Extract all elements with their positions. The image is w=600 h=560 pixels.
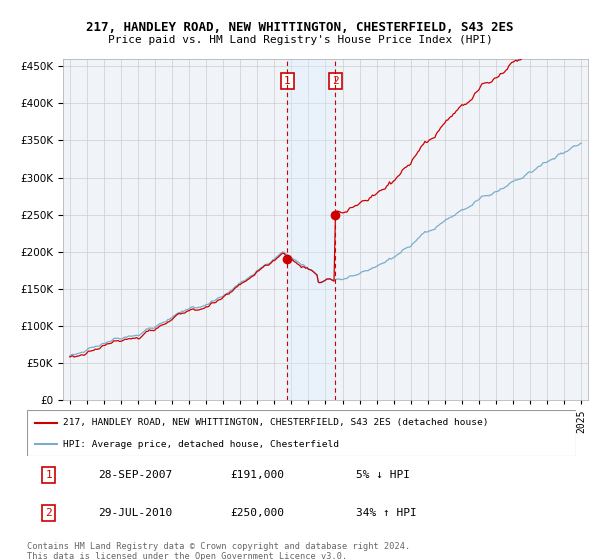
Text: 217, HANDLEY ROAD, NEW WHITTINGTON, CHESTERFIELD, S43 2ES: 217, HANDLEY ROAD, NEW WHITTINGTON, CHES… (86, 21, 514, 34)
Text: £191,000: £191,000 (230, 470, 284, 480)
FancyBboxPatch shape (27, 410, 576, 456)
Text: 1: 1 (284, 76, 290, 86)
Text: Price paid vs. HM Land Registry's House Price Index (HPI): Price paid vs. HM Land Registry's House … (107, 35, 493, 45)
Text: 2: 2 (46, 508, 52, 518)
Text: Contains HM Land Registry data © Crown copyright and database right 2024.
This d: Contains HM Land Registry data © Crown c… (27, 542, 410, 560)
Text: 34% ↑ HPI: 34% ↑ HPI (356, 508, 417, 518)
Text: 2: 2 (332, 76, 339, 86)
Text: £250,000: £250,000 (230, 508, 284, 518)
Text: 217, HANDLEY ROAD, NEW WHITTINGTON, CHESTERFIELD, S43 2ES (detached house): 217, HANDLEY ROAD, NEW WHITTINGTON, CHES… (62, 418, 488, 427)
Text: 5% ↓ HPI: 5% ↓ HPI (356, 470, 410, 480)
Text: 1: 1 (46, 470, 52, 480)
Text: 29-JUL-2010: 29-JUL-2010 (98, 508, 173, 518)
Text: 28-SEP-2007: 28-SEP-2007 (98, 470, 173, 480)
Text: HPI: Average price, detached house, Chesterfield: HPI: Average price, detached house, Ches… (62, 440, 338, 449)
Bar (287, 59, 335, 400)
